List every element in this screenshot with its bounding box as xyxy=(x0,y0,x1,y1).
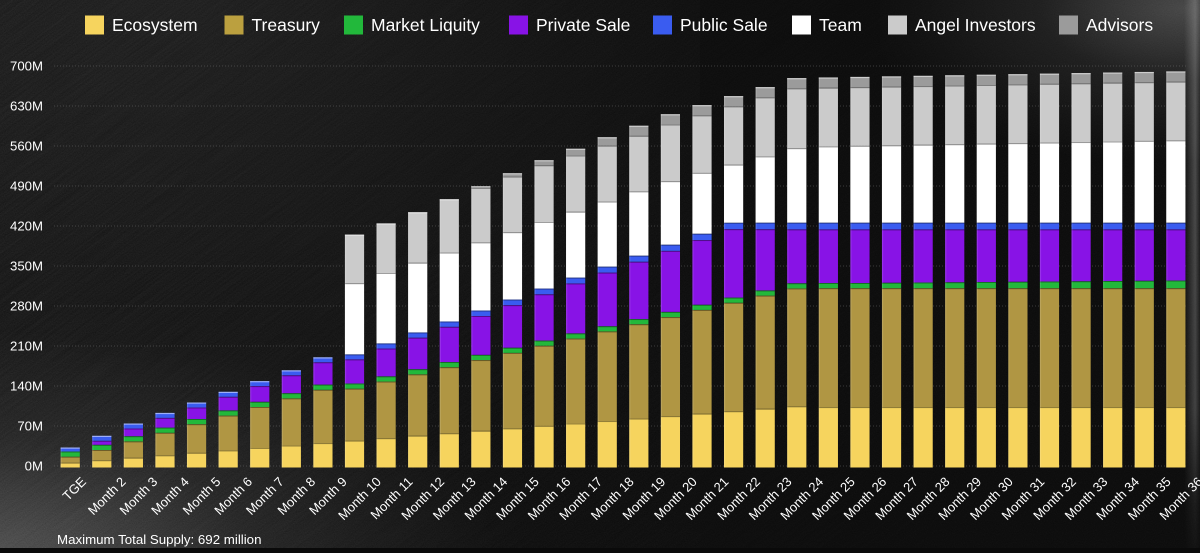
svg-text:420M: 420M xyxy=(10,219,43,234)
svg-text:630M: 630M xyxy=(10,99,43,114)
svg-text:Private Sale: Private Sale xyxy=(536,15,630,35)
svg-text:Team: Team xyxy=(819,15,862,35)
svg-text:210M: 210M xyxy=(10,339,43,354)
svg-text:560M: 560M xyxy=(10,139,43,154)
svg-text:140M: 140M xyxy=(10,379,43,394)
svg-text:700M: 700M xyxy=(10,59,43,74)
svg-text:0M: 0M xyxy=(25,459,43,474)
svg-text:Angel Investors: Angel Investors xyxy=(915,15,1036,35)
svg-text:Public Sale: Public Sale xyxy=(680,15,768,35)
svg-text:350M: 350M xyxy=(10,259,43,274)
svg-text:280M: 280M xyxy=(10,299,43,314)
svg-text:Advisors: Advisors xyxy=(1086,15,1153,35)
svg-text:Market Liquity: Market Liquity xyxy=(371,15,480,35)
svg-text:490M: 490M xyxy=(10,179,43,194)
svg-text:Maximum Total Supply: 692 mill: Maximum Total Supply: 692 million xyxy=(57,532,261,547)
svg-text:Treasury: Treasury xyxy=(252,15,321,35)
svg-text:70M: 70M xyxy=(17,419,43,434)
svg-text:Ecosystem: Ecosystem xyxy=(112,15,198,35)
